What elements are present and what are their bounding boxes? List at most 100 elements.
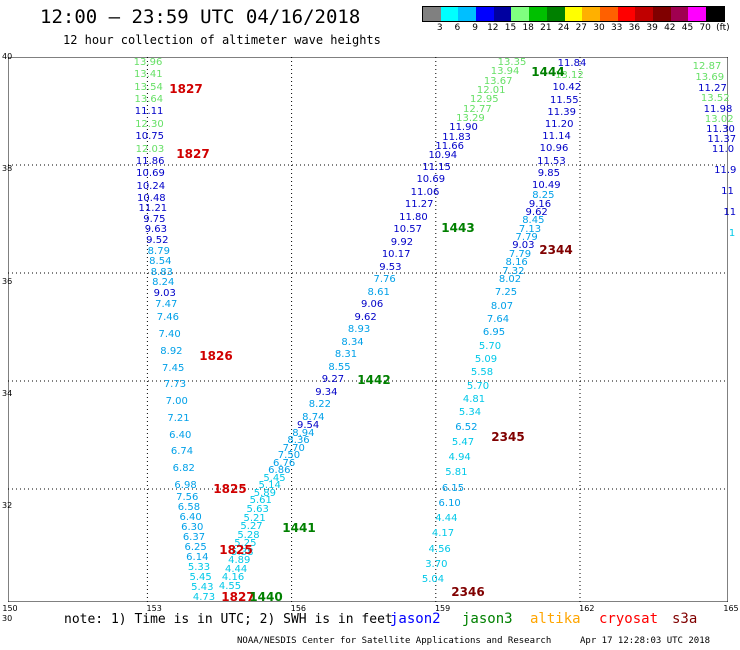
wave-height-value: 11.15	[422, 161, 451, 173]
color-swatch	[599, 7, 618, 21]
color-scale-label: 70	[699, 23, 711, 33]
wave-height-value: 13.35	[497, 57, 527, 68]
wave-height-value: 6.82	[172, 463, 195, 475]
wave-height-value: 5.04	[421, 574, 445, 585]
wave-height-value: 13.64	[134, 94, 164, 106]
sat-jason2: jason2	[390, 611, 441, 627]
latitude-tick-label: 34	[2, 388, 13, 398]
wave-height-value: 11.27	[404, 199, 434, 210]
wave-height-value: 8.24	[152, 277, 175, 289]
footer-credit: NOAA/NESDIS Center for Satellite Applica…	[237, 636, 552, 646]
wave-height-value: 7.21	[167, 412, 190, 424]
wave-height-value: 9.27	[321, 374, 345, 385]
wave-height-value: 4.81	[462, 394, 486, 405]
latitude-tick-label: 30	[2, 613, 13, 623]
wave-height-value: 7.46	[156, 312, 180, 324]
wave-height-value: 6.52	[455, 421, 478, 433]
wave-height-value: 5.43	[191, 581, 214, 593]
wave-height-value: 13.12	[555, 70, 584, 82]
color-scale-label: 39	[646, 23, 658, 33]
wave-height-value: 7.00	[165, 396, 188, 408]
wave-height-value: 8.45	[522, 215, 545, 227]
wave-height-value: 10.96	[539, 143, 569, 155]
wave-height-value: 6.15	[441, 482, 465, 494]
wave-height-value: 10.94	[428, 150, 458, 162]
color-swatch	[688, 7, 706, 21]
wave-height-value: 13.96	[133, 57, 163, 68]
wave-height-value: 1	[728, 228, 736, 239]
longitude-tick-label: 153	[146, 604, 162, 613]
wave-height-value: 8.54	[149, 256, 172, 268]
wave-height-value: 9.03	[153, 288, 176, 300]
wave-height-value: 9.85	[537, 167, 560, 179]
wave-height-value: 5.27	[240, 521, 263, 533]
color-swatch	[706, 7, 724, 21]
wave-height-value: 8.74	[302, 411, 325, 423]
wave-height-value: 11	[721, 186, 734, 197]
wave-height-value: 6.25	[184, 541, 207, 553]
color-scale-label: (ft)	[716, 23, 730, 33]
wave-height-value: 7.47	[155, 298, 178, 310]
wave-height-value: 9.54	[297, 420, 320, 431]
wave-height-value: 8.93	[347, 324, 371, 335]
wave-height-value: 7.56	[176, 491, 199, 503]
wave-height-value: 8.94	[292, 427, 315, 439]
color-scale-label: 36	[628, 23, 641, 33]
longitude-tick-label: 159	[434, 604, 451, 613]
wave-height-value: 9.62	[525, 206, 548, 218]
color-scale-label: 24	[557, 23, 570, 33]
color-swatch	[652, 7, 671, 21]
color-scale-label: 42	[664, 23, 676, 33]
color-scale-label: 15	[504, 23, 517, 33]
latitude-tick-label: 40	[2, 52, 13, 61]
color-swatch	[493, 7, 512, 21]
wave-height-value: 12.77	[463, 103, 492, 115]
wave-height-value: 5.58	[470, 367, 494, 379]
wave-height-value: 10.17	[381, 249, 411, 260]
wave-height-value: 11.98	[703, 104, 733, 115]
wave-height-value: 7.76	[373, 274, 396, 285]
wave-height-value: 10.57	[393, 224, 423, 235]
wave-height-value: 5.61	[249, 495, 272, 507]
wave-height-value: 11.83	[442, 131, 471, 143]
wave-height-value: 13.69	[695, 71, 725, 83]
wave-height-value: 11.53	[537, 155, 566, 167]
wave-height-value: 13.67	[483, 75, 513, 87]
wave-height-value: 11.21	[138, 203, 168, 215]
wave-height-value: 4.55	[218, 581, 242, 592]
wave-height-value: 5.70	[466, 380, 490, 392]
wave-height-value: 8.16	[505, 257, 528, 269]
wave-height-value: 4.44	[225, 563, 248, 575]
pass-time-label: 1443	[441, 221, 475, 235]
pass-time-label: 1441	[282, 521, 316, 535]
wave-height-value: 5.70	[478, 340, 502, 352]
wave-height-value: 9.06	[361, 299, 384, 310]
wave-height-value: 5.21	[243, 512, 266, 524]
wave-height-value: 6.95	[482, 327, 506, 339]
pass-time-label: 1825	[213, 482, 247, 496]
latitude-tick-label: 32	[2, 501, 13, 511]
wave-height-value: 11.0	[711, 144, 735, 155]
wave-height-value: 4.94	[448, 452, 471, 464]
wave-height-value: 4.89	[228, 555, 251, 567]
wave-height-value: 8.36	[287, 435, 310, 446]
wave-height-value: 11.20	[544, 118, 574, 130]
sat-s3a: s3a	[672, 611, 698, 627]
wave-height-value: 6.40	[169, 429, 192, 441]
color-scale-bar	[422, 6, 725, 22]
wave-height-value: 10.69	[136, 168, 165, 180]
wave-height-value: 7.79	[508, 248, 532, 260]
wave-height-value: 12.87	[692, 61, 722, 72]
wave-height-value: 11.30	[706, 124, 735, 135]
wave-height-value: 5.28	[237, 529, 260, 541]
wave-height-value: 10.69	[416, 174, 446, 185]
wave-height-value: 5.38	[231, 546, 254, 558]
latitude-tick-label: 38	[2, 164, 13, 174]
longitude-tick-label: 162	[579, 604, 595, 613]
footer-date: Apr 17 12:28:03 UTC 2018	[580, 636, 711, 646]
wave-height-value: 8.22	[308, 399, 331, 410]
wave-height-value: 9.62	[354, 311, 377, 323]
wave-height-value: 5.34	[458, 407, 482, 419]
color-swatch	[670, 7, 689, 21]
pass-time-label: 2346	[451, 585, 485, 599]
